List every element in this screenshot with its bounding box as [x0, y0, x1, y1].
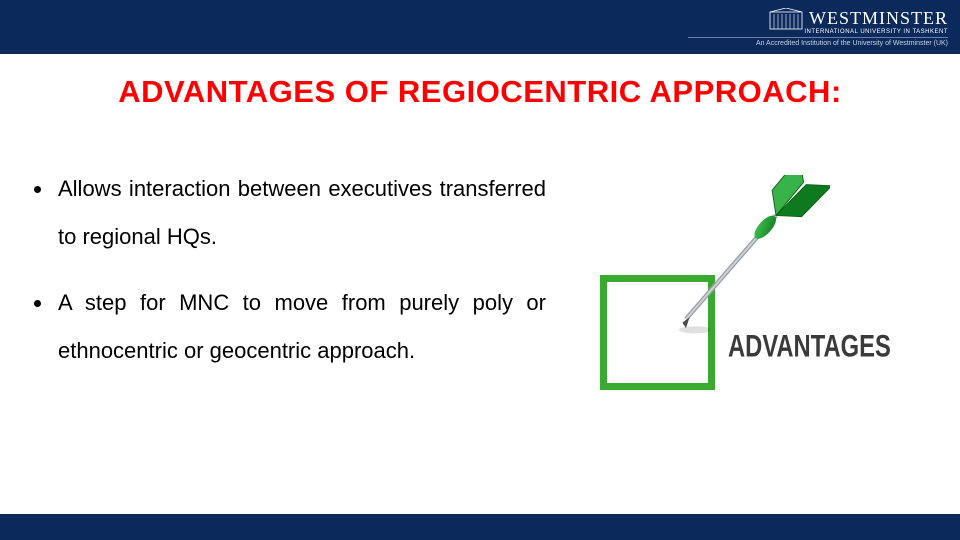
footer-bar	[0, 514, 960, 540]
bullet-item-2: A step for MNC to move from purely poly …	[54, 279, 546, 375]
advantages-graphic: ADVANTAGES	[580, 185, 930, 415]
bullet-list: Allows interaction between executives tr…	[36, 165, 546, 375]
advantages-label: ADVANTAGES	[728, 329, 891, 365]
building-icon	[769, 8, 803, 30]
bullet-item-1: Allows interaction between executives tr…	[54, 165, 546, 261]
slide-title: ADVANTAGES OF REGIOCENTRIC APPROACH:	[0, 74, 960, 110]
university-logo: WESTMINSTER INTERNATIONAL UNIVERSITY IN …	[688, 8, 948, 47]
bullet-list-container: Allows interaction between executives tr…	[36, 165, 546, 393]
header-bar: WESTMINSTER INTERNATIONAL UNIVERSITY IN …	[0, 0, 960, 54]
logo-row: WESTMINSTER	[769, 8, 948, 30]
logo-subtitle: INTERNATIONAL UNIVERSITY IN TASHKENT	[804, 29, 948, 35]
logo-title: WESTMINSTER	[809, 8, 948, 29]
logo-divider	[688, 37, 948, 38]
logo-accreditation: An Accredited Institution of the Univers…	[756, 40, 948, 47]
